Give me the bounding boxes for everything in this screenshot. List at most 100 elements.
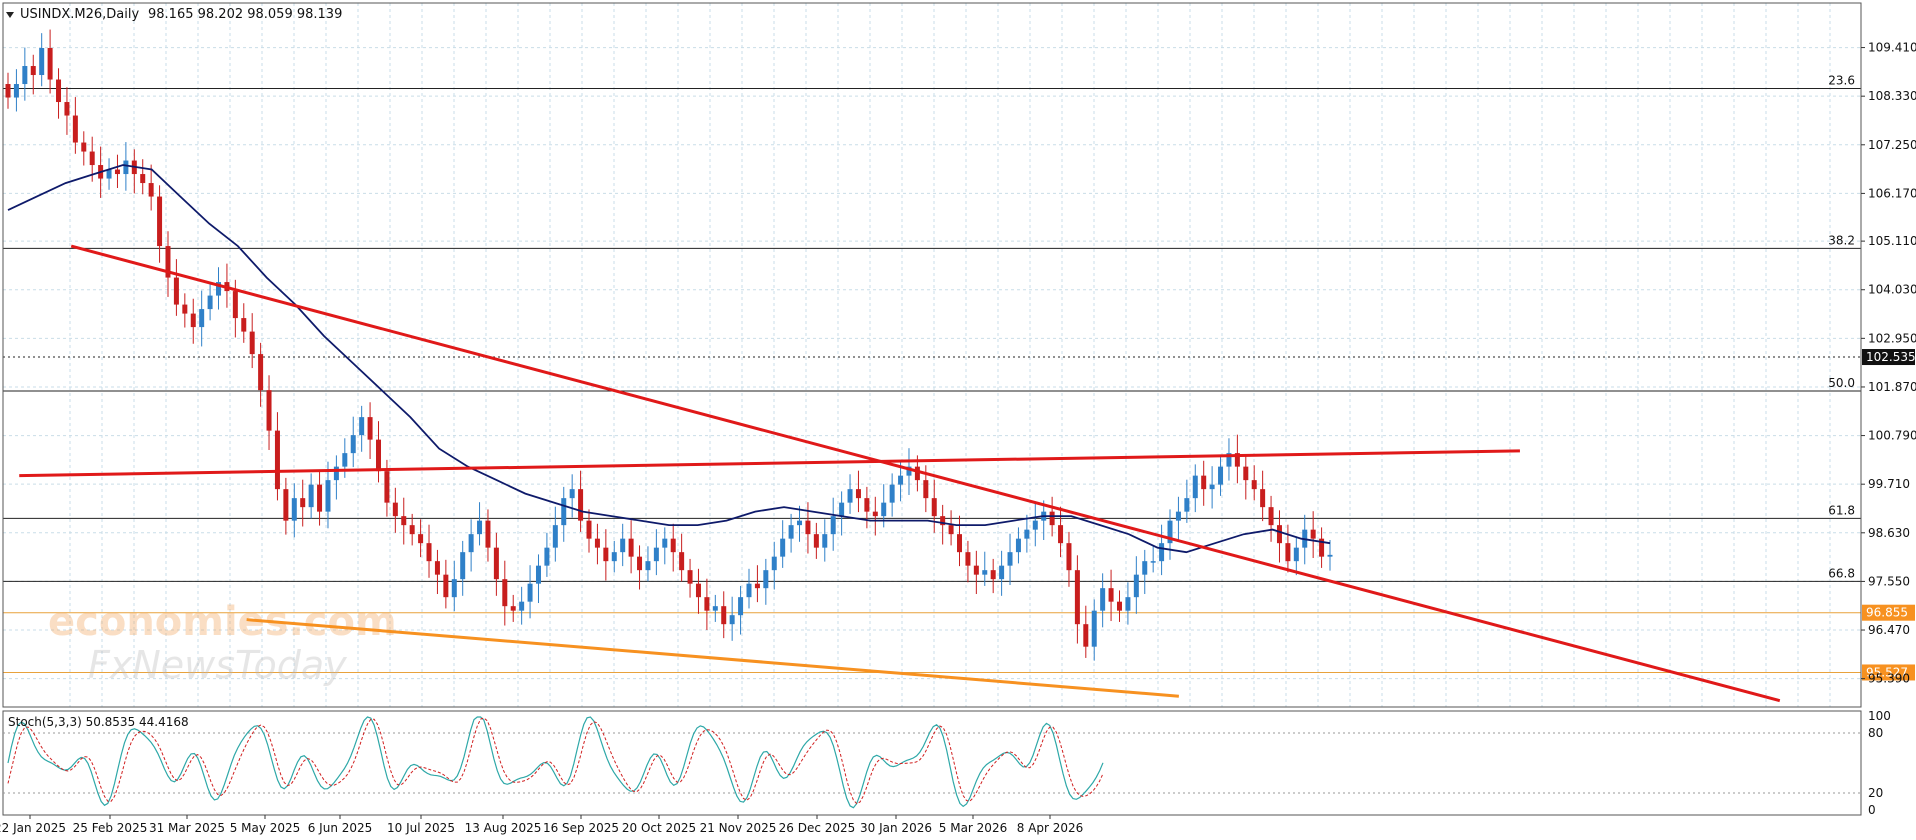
svg-text:FxNewsToday: FxNewsToday (88, 643, 347, 687)
candle (207, 284, 213, 321)
svg-text:economies.com: economies.com (48, 599, 397, 645)
candle (965, 540, 971, 583)
candle (81, 131, 87, 166)
x-tick-label: 31 Mar 2025 (149, 821, 225, 835)
candle (375, 421, 381, 483)
candle (738, 585, 744, 635)
candle (1243, 455, 1249, 500)
level-price-label: 102.535 (1866, 350, 1916, 364)
candle (721, 591, 727, 639)
candle (392, 487, 398, 533)
candle (847, 474, 853, 514)
fib-level-label: 23.6 (1828, 74, 1855, 88)
trendline-descending-resistance[interactable] (70, 244, 1781, 703)
candle (940, 504, 946, 545)
level-price-label: 96.855 (1866, 606, 1908, 620)
candle (493, 532, 499, 596)
candle (1142, 549, 1148, 595)
candle (1083, 605, 1089, 658)
candle (64, 87, 70, 135)
y-tick-label: 102.950 (1868, 331, 1916, 345)
candle (1015, 527, 1021, 564)
candle (771, 541, 777, 590)
x-tick-label: 8 Apr 2026 (1017, 821, 1084, 835)
candle (485, 509, 491, 562)
y-tick-label: 105.110 (1868, 234, 1916, 248)
y-tick-label: 95.390 (1868, 672, 1910, 686)
candle (889, 473, 895, 517)
candle (1226, 438, 1232, 481)
candle (1234, 434, 1240, 484)
candle (797, 505, 803, 542)
candle (1201, 460, 1207, 506)
fib-level-label: 38.2 (1828, 233, 1855, 247)
candle (780, 520, 786, 568)
candle (1184, 479, 1190, 523)
candle (1100, 573, 1106, 628)
candle (1251, 465, 1257, 501)
candle (274, 412, 280, 501)
x-tick-label: 6 Jun 2025 (308, 821, 373, 835)
candle (182, 293, 188, 328)
candle (569, 474, 575, 518)
candle (982, 551, 988, 586)
stoch-tick-label: 100 (1868, 709, 1891, 723)
candle (123, 142, 129, 191)
candle (1116, 590, 1122, 622)
y-tick-label: 100.790 (1868, 429, 1916, 443)
x-tick-label: 20 Oct 2025 (622, 821, 696, 835)
candle (165, 231, 171, 297)
candle (1293, 536, 1299, 576)
candle (973, 550, 979, 595)
candle (409, 513, 415, 546)
candle (22, 47, 28, 101)
trendline-rising-channel-top[interactable] (19, 449, 1520, 478)
stoch-tick-label: 0 (1868, 803, 1876, 817)
candle (1125, 582, 1131, 625)
y-tick-label: 97.550 (1868, 574, 1910, 588)
candle (258, 342, 264, 407)
candle (426, 524, 432, 578)
candle (1319, 527, 1325, 568)
candle (670, 523, 676, 572)
candle (140, 159, 146, 195)
candle (308, 473, 314, 519)
level-price-label: 95.527 (1866, 665, 1908, 679)
fib-level-label: 66.8 (1828, 566, 1855, 580)
candle (628, 520, 634, 574)
candle (1268, 495, 1274, 542)
candle (957, 515, 963, 567)
candle (1192, 464, 1198, 513)
moving-average-series (7, 164, 1331, 554)
candle (561, 486, 567, 542)
chevron-down-icon[interactable] (6, 12, 14, 18)
candle (788, 513, 794, 553)
panel-frames (2, 2, 1862, 816)
candle (39, 33, 45, 87)
candle (1327, 540, 1333, 571)
time-axis: 22 Jan 2025 25 Feb 2025 31 Mar 2025 5 May 2… (0, 815, 1083, 835)
candle (72, 97, 78, 154)
candle (1218, 455, 1224, 496)
candle (401, 497, 407, 545)
x-tick-label: 21 Nov 2025 (700, 821, 777, 835)
x-tick-label: 10 Jul 2025 (387, 821, 455, 835)
candle (216, 267, 222, 310)
y-tick-label: 104.030 (1868, 283, 1916, 297)
candle (519, 586, 525, 625)
candle (544, 532, 550, 577)
stoch-signal-line (7, 717, 1104, 805)
x-tick-label: 5 May 2025 (230, 821, 301, 835)
candle (813, 522, 819, 559)
candle (13, 69, 19, 112)
candle (30, 54, 36, 95)
trendline-support-base[interactable] (246, 618, 1179, 698)
symbol-title: USINDX.M26,Daily (20, 7, 139, 22)
watermark-logo: economies.com FxNewsToday (48, 599, 397, 687)
candle (283, 477, 289, 535)
stoch-main-line (7, 716, 1104, 809)
candle (603, 529, 609, 581)
candle (291, 483, 297, 538)
